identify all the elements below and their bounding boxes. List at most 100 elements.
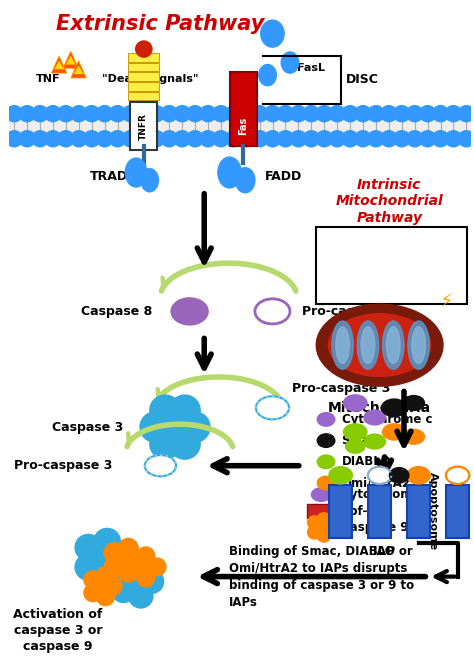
Circle shape <box>278 106 293 121</box>
Circle shape <box>120 566 152 597</box>
Bar <box>128 91 159 100</box>
Circle shape <box>265 106 281 121</box>
Circle shape <box>126 558 143 575</box>
Circle shape <box>355 131 371 147</box>
Bar <box>130 102 157 151</box>
Text: FasL: FasL <box>297 64 325 74</box>
Ellipse shape <box>336 327 349 363</box>
Circle shape <box>32 106 48 121</box>
Circle shape <box>239 131 255 147</box>
Circle shape <box>317 106 332 121</box>
Circle shape <box>104 558 124 577</box>
Bar <box>128 72 159 81</box>
Circle shape <box>84 540 119 575</box>
Bar <box>229 72 257 145</box>
Circle shape <box>97 567 114 584</box>
Polygon shape <box>71 60 86 78</box>
Ellipse shape <box>317 412 335 426</box>
Circle shape <box>123 106 138 121</box>
Circle shape <box>342 131 358 147</box>
Circle shape <box>187 131 203 147</box>
Circle shape <box>45 131 61 147</box>
Text: Intrinsic
Mitochondrial
Pathway: Intrinsic Mitochondrial Pathway <box>336 178 443 225</box>
Circle shape <box>420 106 436 121</box>
Circle shape <box>45 106 61 121</box>
Bar <box>446 485 469 538</box>
Circle shape <box>174 106 190 121</box>
Circle shape <box>446 106 461 121</box>
Ellipse shape <box>364 410 385 425</box>
Circle shape <box>136 131 151 147</box>
Circle shape <box>106 544 132 570</box>
Circle shape <box>303 106 319 121</box>
Circle shape <box>368 106 384 121</box>
Circle shape <box>458 131 474 147</box>
Circle shape <box>128 551 146 570</box>
Text: Pro-caspase 8: Pro-caspase 8 <box>301 305 400 318</box>
Circle shape <box>368 131 384 147</box>
Circle shape <box>252 106 267 121</box>
Circle shape <box>112 579 135 602</box>
Text: Binding of Smac, DIABLO or
Omi/HtrA2 to IAPs disrupts
binding of caspase 3 or 9 : Binding of Smac, DIABLO or Omi/HtrA2 to … <box>228 544 414 609</box>
Bar <box>407 485 430 538</box>
Ellipse shape <box>218 157 241 188</box>
Ellipse shape <box>357 321 379 369</box>
Text: Smac: Smac <box>342 434 377 447</box>
Circle shape <box>94 528 120 554</box>
Ellipse shape <box>383 424 406 440</box>
Circle shape <box>105 577 122 595</box>
Text: Cytochrome c: Cytochrome c <box>342 413 432 426</box>
Text: TNF: TNF <box>36 74 61 84</box>
Circle shape <box>84 572 101 588</box>
Circle shape <box>97 106 112 121</box>
Circle shape <box>84 106 100 121</box>
Circle shape <box>110 106 125 121</box>
Circle shape <box>407 106 422 121</box>
Ellipse shape <box>236 168 255 193</box>
Circle shape <box>136 106 151 121</box>
Ellipse shape <box>145 455 176 476</box>
Ellipse shape <box>311 488 331 501</box>
Circle shape <box>180 412 210 442</box>
Text: FADD: FADD <box>264 170 302 183</box>
Bar <box>316 227 467 304</box>
Circle shape <box>252 131 267 147</box>
Ellipse shape <box>361 327 375 363</box>
Circle shape <box>137 548 155 564</box>
Circle shape <box>291 131 306 147</box>
Circle shape <box>112 561 135 584</box>
Circle shape <box>303 131 319 147</box>
Ellipse shape <box>407 467 430 484</box>
Bar <box>368 485 392 538</box>
Circle shape <box>148 131 164 147</box>
Circle shape <box>446 131 461 147</box>
Circle shape <box>312 518 330 536</box>
Circle shape <box>97 131 112 147</box>
Circle shape <box>317 529 330 542</box>
Polygon shape <box>73 66 83 74</box>
Circle shape <box>407 131 422 147</box>
Circle shape <box>75 554 101 580</box>
Text: Apoptosome: Apoptosome <box>428 472 438 550</box>
Text: Caspase 3: Caspase 3 <box>52 420 123 434</box>
Ellipse shape <box>382 399 407 416</box>
Circle shape <box>187 106 203 121</box>
Text: Pro-caspase 3: Pro-caspase 3 <box>14 459 112 472</box>
Ellipse shape <box>403 430 424 444</box>
Circle shape <box>58 131 73 147</box>
Circle shape <box>381 131 397 147</box>
Circle shape <box>162 131 177 147</box>
Ellipse shape <box>256 396 289 420</box>
Circle shape <box>58 106 73 121</box>
Bar <box>9 117 471 136</box>
Circle shape <box>265 131 281 147</box>
Circle shape <box>84 131 100 147</box>
Circle shape <box>278 131 293 147</box>
Text: Fas: Fas <box>238 117 248 135</box>
Circle shape <box>140 412 170 442</box>
Circle shape <box>7 106 22 121</box>
Circle shape <box>433 131 448 147</box>
Text: Pro-caspase 3: Pro-caspase 3 <box>292 382 390 395</box>
Ellipse shape <box>255 299 290 324</box>
Ellipse shape <box>346 440 365 453</box>
